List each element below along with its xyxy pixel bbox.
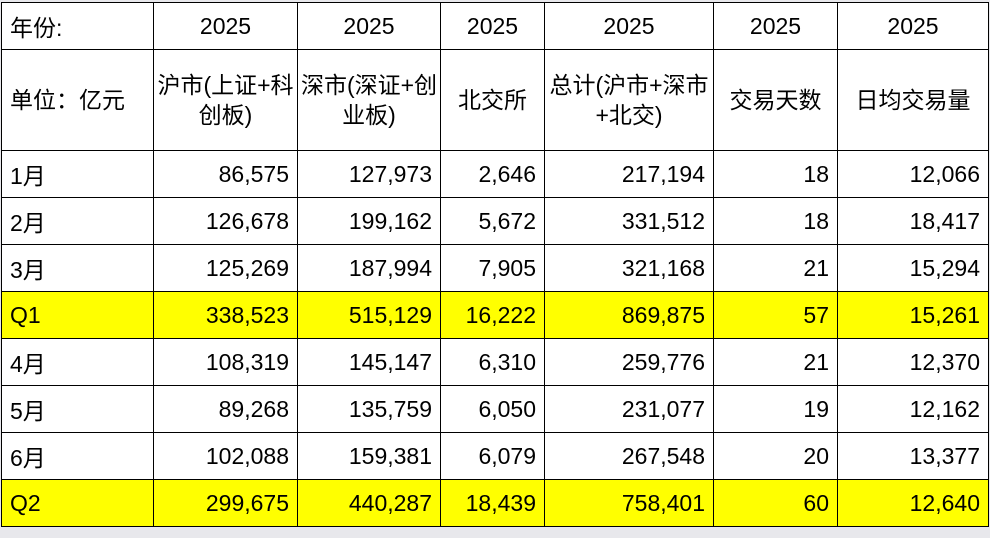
year-cell: 2025 (713, 2, 838, 50)
value-cell: 60 (713, 479, 838, 527)
month-row: 4月 108,319 145,147 6,310 259,776 21 12,370 (1, 338, 989, 386)
value-cell: 12,066 (837, 150, 989, 198)
value-cell: 127,973 (297, 150, 441, 198)
value-cell: 12,162 (837, 385, 989, 433)
year-cell: 2025 (297, 2, 441, 50)
year-row: 年份: 2025 2025 2025 2025 2025 2025 (1, 2, 989, 50)
year-cell: 2025 (837, 2, 989, 50)
month-row: 6月 102,088 159,381 6,079 267,548 20 13,377 (1, 432, 989, 480)
year-cell: 2025 (440, 2, 545, 50)
value-cell: 20 (713, 432, 838, 480)
col-header-sz: 深市(深证+创业板) (297, 49, 441, 151)
value-cell: 267,548 (544, 432, 714, 480)
value-cell: 5,672 (440, 197, 545, 245)
value-cell: 2,646 (440, 150, 545, 198)
col-header-daily-avg: 日均交易量 (837, 49, 989, 151)
row-label: 4月 (1, 338, 154, 386)
value-cell: 12,370 (837, 338, 989, 386)
quarter-row: Q2 299,675 440,287 18,439 758,401 60 12,640 (1, 479, 989, 527)
value-cell: 199,162 (297, 197, 441, 245)
year-cell: 2025 (153, 2, 298, 50)
value-cell: 57 (713, 291, 838, 339)
column-header-row: 单位：亿元 沪市(上证+科创板) 深市(深证+创业板) 北交所 总计(沪市+深市… (1, 49, 989, 151)
col-header-days: 交易天数 (713, 49, 838, 151)
value-cell: 86,575 (153, 150, 298, 198)
row-label: Q1 (1, 291, 154, 339)
col-header-total: 总计(沪市+深市+北交) (544, 49, 714, 151)
value-cell: 19 (713, 385, 838, 433)
value-cell: 15,261 (837, 291, 989, 339)
value-cell: 89,268 (153, 385, 298, 433)
month-row: 3月 125,269 187,994 7,905 321,168 21 15,294 (1, 244, 989, 292)
value-cell: 331,512 (544, 197, 714, 245)
value-cell: 321,168 (544, 244, 714, 292)
value-cell: 18,417 (837, 197, 989, 245)
value-cell: 21 (713, 338, 838, 386)
year-cell: 2025 (544, 2, 714, 50)
value-cell: 13,377 (837, 432, 989, 480)
value-cell: 7,905 (440, 244, 545, 292)
row-label: 3月 (1, 244, 154, 292)
value-cell: 15,294 (837, 244, 989, 292)
value-cell: 231,077 (544, 385, 714, 433)
value-cell: 126,678 (153, 197, 298, 245)
value-cell: 217,194 (544, 150, 714, 198)
quarter-row: Q1 338,523 515,129 16,222 869,875 57 15,261 (1, 291, 989, 339)
value-cell: 12,640 (837, 479, 989, 527)
row-label: Q2 (1, 479, 154, 527)
row-label: 2月 (1, 197, 154, 245)
unit-label: 单位：亿元 (1, 49, 154, 151)
col-header-bj: 北交所 (440, 49, 545, 151)
value-cell: 135,759 (297, 385, 441, 433)
value-cell: 869,875 (544, 291, 714, 339)
value-cell: 6,079 (440, 432, 545, 480)
row-label: 1月 (1, 150, 154, 198)
year-label: 年份: (1, 2, 154, 50)
trading-volume-table: 年份: 2025 2025 2025 2025 2025 2025 单位：亿元 … (1, 2, 989, 527)
value-cell: 259,776 (544, 338, 714, 386)
value-cell: 108,319 (153, 338, 298, 386)
value-cell: 187,994 (297, 244, 441, 292)
value-cell: 16,222 (440, 291, 545, 339)
value-cell: 102,088 (153, 432, 298, 480)
value-cell: 159,381 (297, 432, 441, 480)
month-row: 2月 126,678 199,162 5,672 331,512 18 18,417 (1, 197, 989, 245)
value-cell: 21 (713, 244, 838, 292)
col-header-sh: 沪市(上证+科创板) (153, 49, 298, 151)
value-cell: 338,523 (153, 291, 298, 339)
value-cell: 6,310 (440, 338, 545, 386)
value-cell: 145,147 (297, 338, 441, 386)
row-label: 6月 (1, 432, 154, 480)
value-cell: 18,439 (440, 479, 545, 527)
value-cell: 125,269 (153, 244, 298, 292)
row-label: 5月 (1, 385, 154, 433)
value-cell: 18 (713, 197, 838, 245)
month-row: 5月 89,268 135,759 6,050 231,077 19 12,162 (1, 385, 989, 433)
month-row: 1月 86,575 127,973 2,646 217,194 18 12,066 (1, 150, 989, 198)
value-cell: 18 (713, 150, 838, 198)
value-cell: 440,287 (297, 479, 441, 527)
value-cell: 6,050 (440, 385, 545, 433)
value-cell: 299,675 (153, 479, 298, 527)
value-cell: 758,401 (544, 479, 714, 527)
value-cell: 515,129 (297, 291, 441, 339)
